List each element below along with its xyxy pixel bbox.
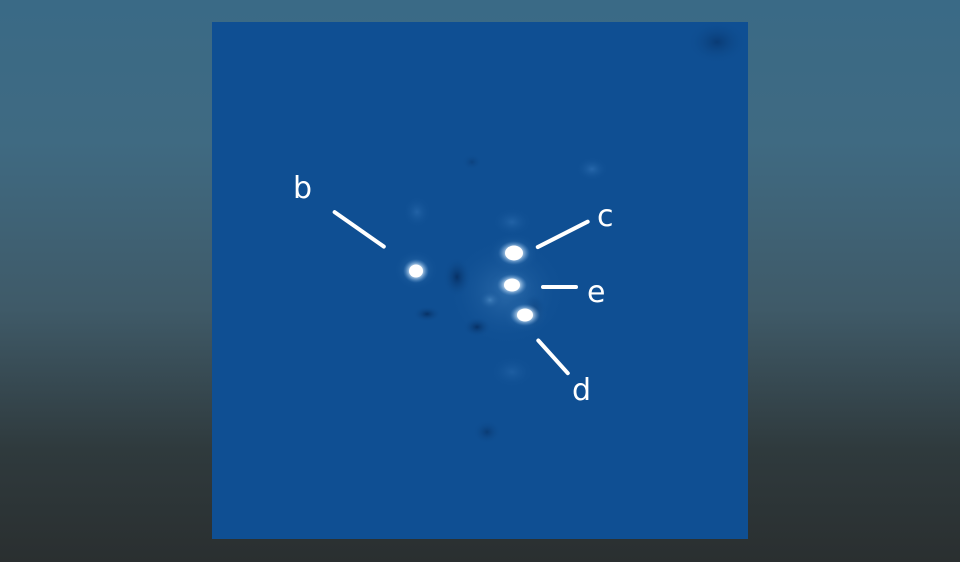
label-d: d bbox=[572, 373, 592, 408]
label-e: e bbox=[587, 275, 606, 310]
dark-lobe-1 bbox=[443, 257, 471, 297]
planet-e bbox=[488, 267, 536, 303]
astronomy-image bbox=[212, 22, 748, 539]
dark-patch-2 bbox=[462, 154, 482, 170]
planet-b bbox=[394, 250, 438, 290]
dark-patch bbox=[473, 420, 501, 444]
planet-d bbox=[501, 297, 549, 333]
corner-shadow bbox=[687, 22, 747, 64]
label-c: c bbox=[597, 199, 614, 234]
image-canvas bbox=[212, 22, 748, 539]
faint-source-3 bbox=[492, 208, 532, 236]
dark-lobe-3 bbox=[463, 317, 491, 337]
planet-c bbox=[488, 233, 540, 273]
label-b: b bbox=[293, 171, 313, 206]
faint-source-4 bbox=[490, 356, 534, 388]
dark-lobe-2 bbox=[413, 306, 441, 322]
leader-line-e bbox=[541, 285, 578, 289]
faint-source-2 bbox=[403, 196, 431, 228]
faint-source bbox=[576, 157, 608, 181]
